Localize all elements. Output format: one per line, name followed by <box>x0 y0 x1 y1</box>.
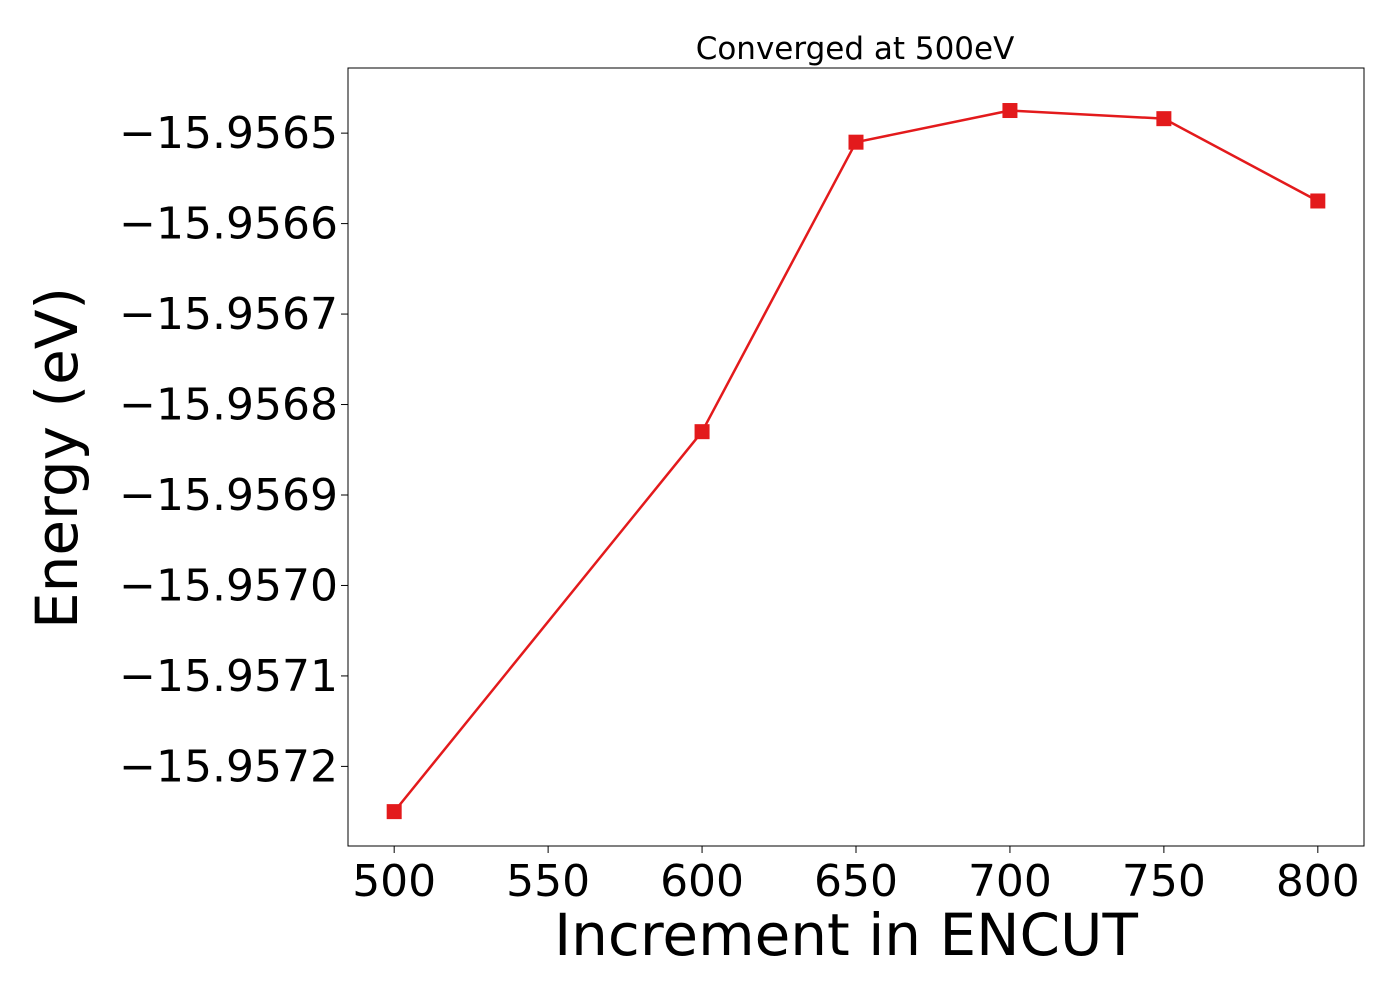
x-tick-label: 750 <box>1122 856 1206 907</box>
y-tick-label: −15.9566 <box>119 199 338 250</box>
y-axis-label: Energy (eV) <box>23 287 91 629</box>
chart-title: Converged at 500eV <box>696 31 1015 67</box>
x-axis-ticks: 500 550 600 650 700 750 800 <box>352 846 1360 907</box>
x-tick-label: 700 <box>968 856 1052 907</box>
data-point-marker <box>848 134 864 150</box>
y-tick-label: −15.9571 <box>119 651 338 702</box>
y-tick-label: −15.9569 <box>119 470 338 521</box>
x-tick-label: 800 <box>1276 856 1360 907</box>
series-line <box>393 109 1319 813</box>
plot-frame <box>347 67 1365 847</box>
y-tick-label: −15.9567 <box>119 289 338 340</box>
data-point-marker <box>694 424 710 440</box>
y-tick-label: −15.9565 <box>119 108 338 159</box>
x-tick-label: 650 <box>814 856 898 907</box>
data-point-marker <box>386 804 402 820</box>
y-tick-label: −15.9568 <box>119 380 338 431</box>
y-tick-label: −15.9570 <box>119 560 338 611</box>
x-tick-label: 600 <box>660 856 744 907</box>
x-axis-label: Increment in ENCUT <box>554 901 1138 969</box>
x-tick-label: 550 <box>506 856 590 907</box>
data-point-marker <box>1156 111 1172 127</box>
data-point-marker <box>1310 193 1326 209</box>
series-layer <box>386 103 1326 820</box>
x-tick-label: 500 <box>352 856 436 907</box>
y-tick-label: −15.9572 <box>119 741 338 792</box>
y-axis-ticks: −15.9565 −15.9566 −15.9567 −15.9568 −15.9569… <box>119 108 348 792</box>
data-point-marker <box>1002 103 1018 119</box>
